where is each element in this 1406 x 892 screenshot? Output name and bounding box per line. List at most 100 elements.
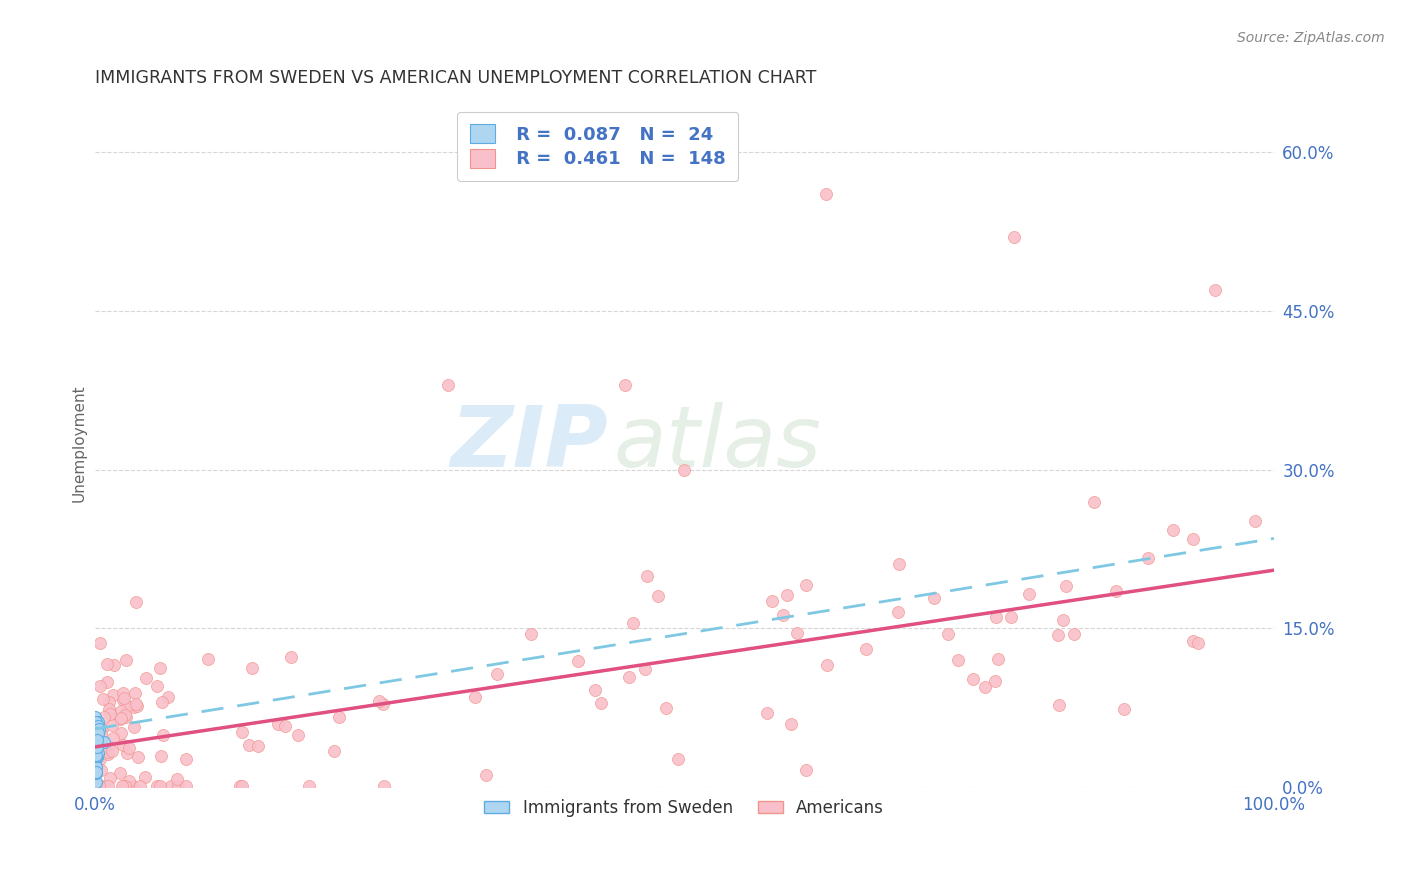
Point [145,779,167,793]
Point [936,627,959,641]
Point [146,679,169,693]
Point [815,658,838,673]
Point [614,378,637,392]
Point [84,766,107,780]
Point [176,779,198,793]
Point [328,710,350,724]
Point [129,779,152,793]
Point [83,736,105,750]
Point [112,738,135,752]
Point [89,752,111,766]
Point [112,691,135,706]
Point [368,694,391,708]
Point [1018,587,1040,601]
Point [84,756,107,771]
Point [666,752,689,766]
Point [962,672,984,686]
Point [86,748,108,763]
Point [101,743,124,757]
Point [1047,698,1070,712]
Point [1204,283,1226,297]
Point [152,728,174,742]
Point [1046,627,1069,641]
Point [1181,634,1204,648]
Point [91,692,114,706]
Point [475,768,498,782]
Point [86,746,108,760]
Point [108,766,131,780]
Point [772,608,794,623]
Point [86,745,108,759]
Point [118,741,141,756]
Point [87,722,110,736]
Text: Source: ZipAtlas.com: Source: ZipAtlas.com [1237,31,1385,45]
Point [84,710,107,724]
Point [1083,495,1105,509]
Point [124,686,146,700]
Point [623,615,645,630]
Point [122,720,145,734]
Point [1137,551,1160,566]
Y-axis label: Unemployment: Unemployment [72,384,86,502]
Point [946,653,969,667]
Point [108,712,131,726]
Point [166,772,188,786]
Point [567,654,589,668]
Point [98,707,121,722]
Point [84,749,107,764]
Point [84,732,107,747]
Point [86,739,108,754]
Point [96,675,118,690]
Point [887,558,910,572]
Point [280,649,302,664]
Point [520,626,543,640]
Point [101,688,124,702]
Point [1004,229,1026,244]
Point [125,697,148,711]
Point [922,591,945,606]
Point [115,699,138,714]
Point [115,653,138,667]
Point [150,695,173,709]
Point [197,651,219,665]
Point [94,739,117,754]
Point [87,719,110,733]
Point [1105,583,1128,598]
Point [149,661,172,675]
Point [86,750,108,764]
Point [114,707,136,722]
Point [464,690,486,705]
Point [98,695,121,709]
Point [287,728,309,742]
Point [98,771,121,785]
Point [647,589,669,603]
Point [124,700,146,714]
Point [86,732,108,747]
Point [855,641,877,656]
Point [1063,627,1085,641]
Point [984,609,1007,624]
Point [761,594,783,608]
Point [231,725,253,739]
Point [118,773,141,788]
Point [987,651,1010,665]
Point [84,727,107,741]
Point [91,722,114,736]
Point [796,763,818,777]
Point [98,705,121,719]
Point [273,719,295,733]
Point [98,702,121,716]
Point [98,739,121,754]
Point [323,744,346,758]
Point [887,605,910,619]
Text: atlas: atlas [613,401,821,484]
Point [112,779,135,793]
Point [90,727,112,741]
Point [103,657,125,672]
Point [814,187,837,202]
Point [117,747,139,761]
Point [110,726,132,740]
Point [100,717,122,731]
Point [655,700,678,714]
Point [1187,635,1209,649]
